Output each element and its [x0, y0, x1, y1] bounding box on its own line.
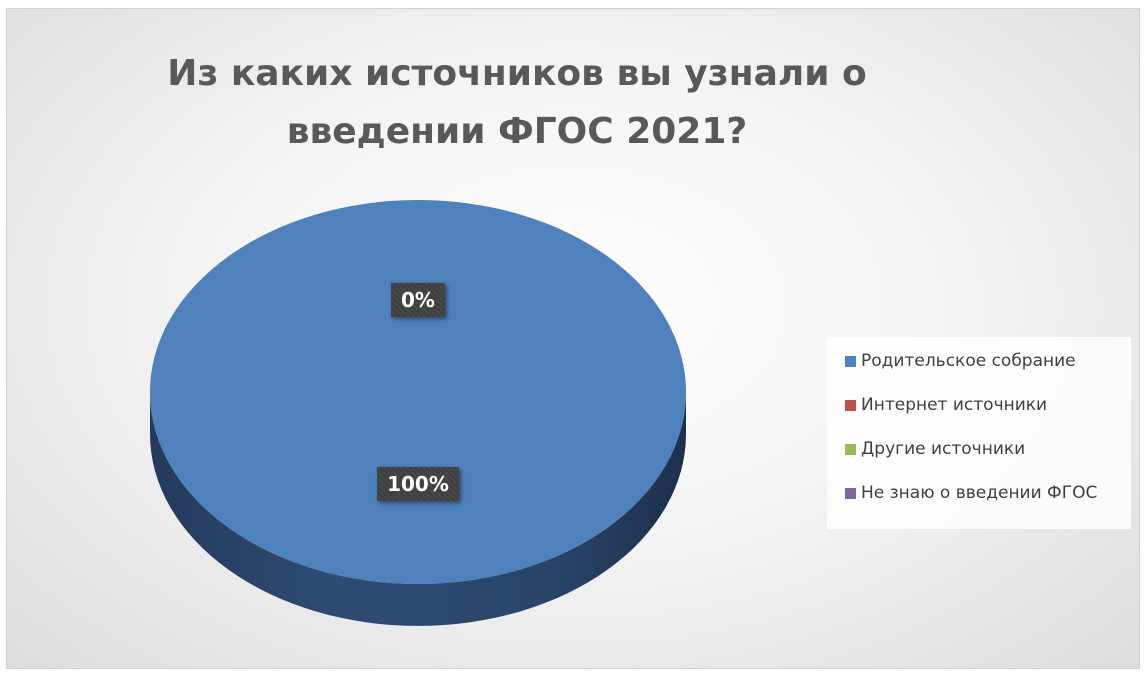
legend-label-parent-meeting: Родительское собрание [861, 351, 1076, 371]
pie-group [150, 200, 686, 626]
pie-side-wall [150, 392, 686, 626]
legend-label-other-sources: Другие источники [861, 439, 1026, 459]
data-label-1: 0% [391, 282, 445, 317]
legend-swatch-internet-sources [845, 399, 856, 411]
legend-item-other-sources: Другие источники [845, 438, 1025, 460]
legend-item-parent-meeting: Родительское собрание [845, 350, 1076, 372]
chart-title-line-2: введении ФГОС 2021? [286, 111, 748, 152]
pie-slice-0 [150, 200, 686, 584]
chart-title: Из каких источников вы узнали о введении… [167, 45, 867, 161]
legend-swatch-parent-meeting [845, 355, 856, 367]
legend-item-unaware-of-fgos: Не знаю о введении ФГОС [845, 482, 1097, 504]
legend-swatch-other-sources [845, 443, 856, 455]
legend: Родительское собрание Интернет источники… [827, 337, 1131, 529]
legend-label-unaware-of-fgos: Не знаю о введении ФГОС [861, 483, 1098, 503]
chart-area: Из каких источников вы узнали о введении… [6, 8, 1140, 669]
chart-title-line-1: Из каких источников вы узнали о [167, 53, 867, 94]
legend-label-internet-sources: Интернет источники [861, 395, 1048, 415]
legend-swatch-unaware-of-fgos [845, 487, 856, 499]
legend-item-internet-sources: Интернет источники [845, 394, 1047, 416]
data-label-0: 100% [377, 467, 459, 502]
pie-chart [150, 200, 686, 626]
